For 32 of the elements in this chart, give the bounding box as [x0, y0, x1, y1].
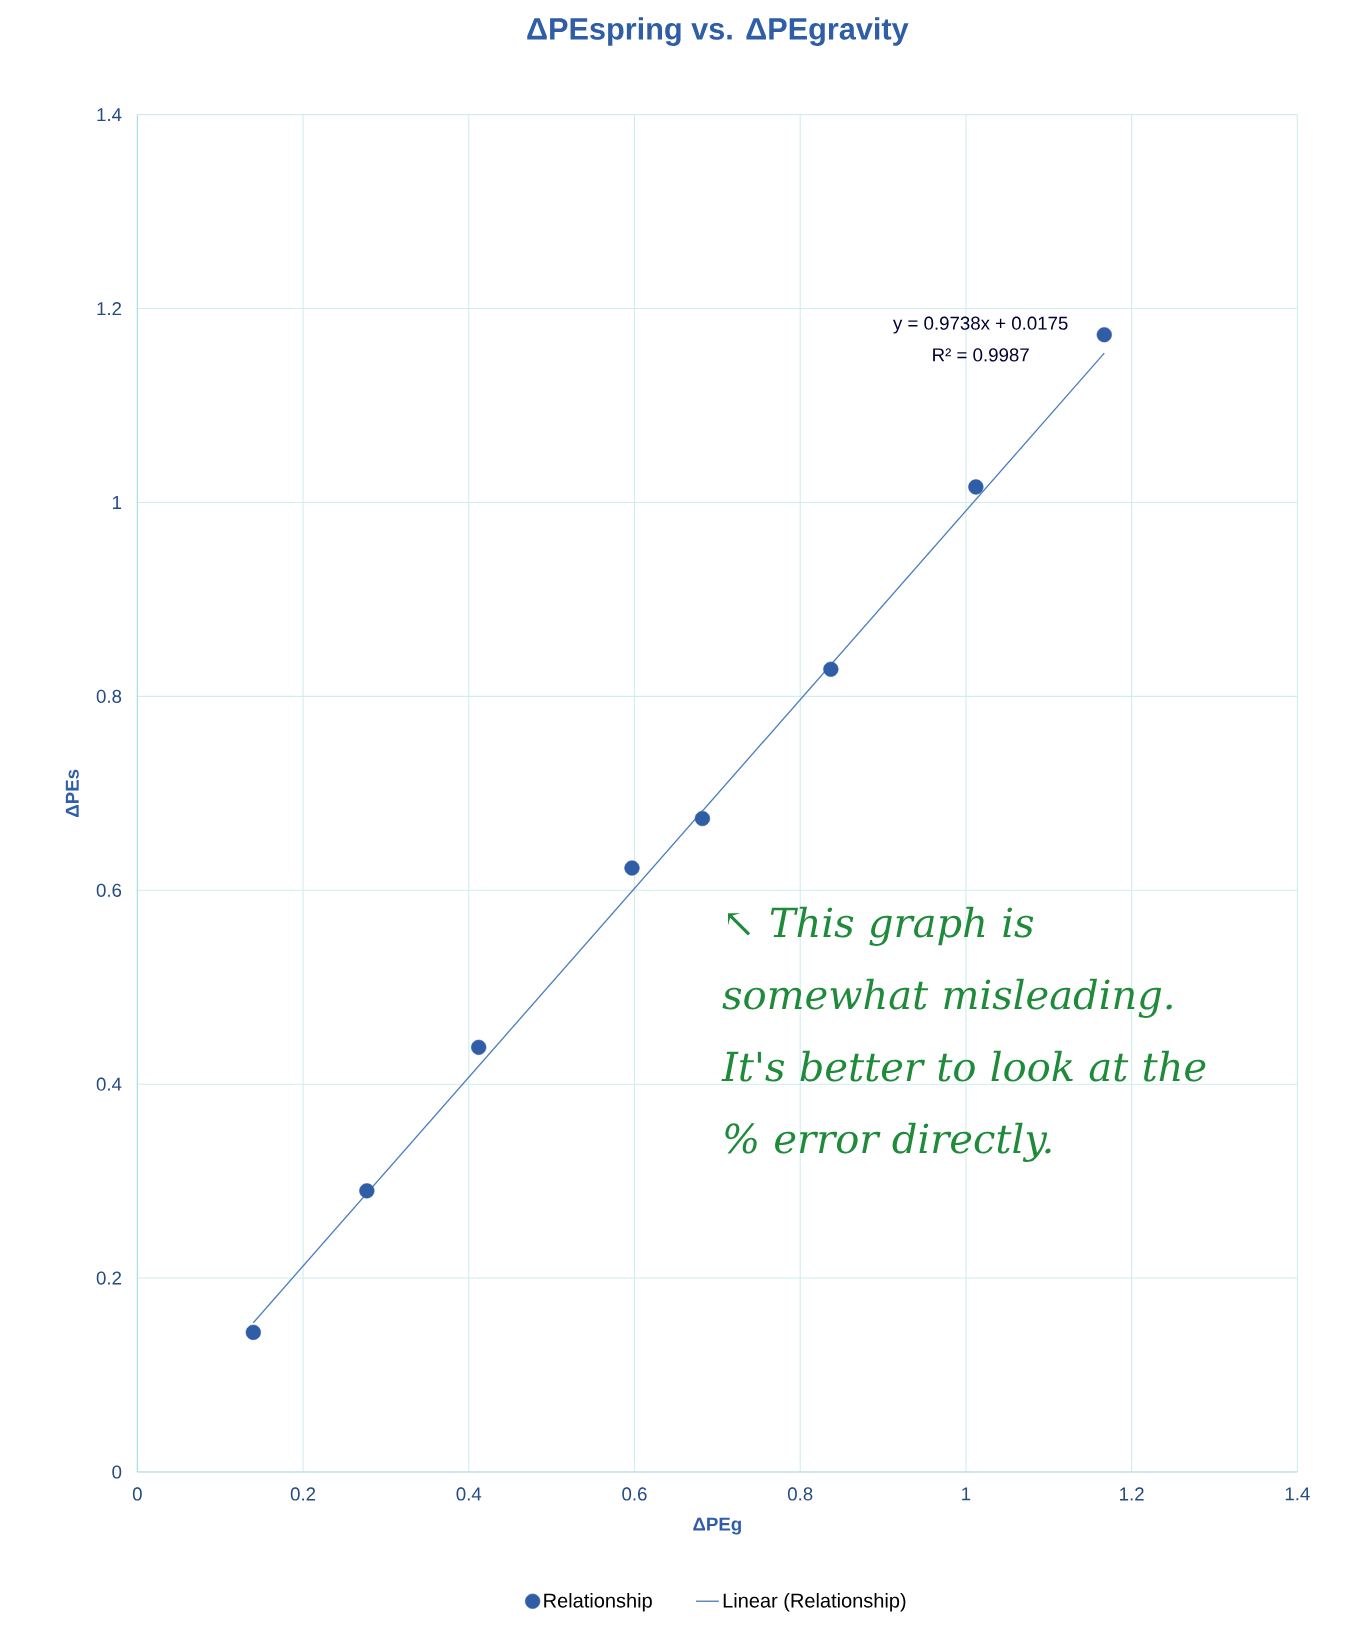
x-tick-label: 0	[132, 1487, 142, 1501]
y-tick-label: 0.6	[96, 883, 122, 897]
y-tick-label: 1.2	[97, 302, 122, 316]
point	[823, 661, 839, 677]
y-tick-label: 1.4	[97, 108, 122, 122]
point	[624, 860, 640, 876]
y-tick-label: 1	[113, 496, 122, 509]
point	[694, 810, 711, 827]
x-tick-label: 1.4	[1285, 1487, 1310, 1501]
y-tick-label: 0.4	[96, 1077, 122, 1091]
point	[968, 479, 984, 495]
point	[359, 1183, 375, 1199]
point	[1096, 327, 1112, 343]
chart-title: ΔPEspring vs. ΔPEgravity	[527, 17, 909, 46]
y-tick-label: 0.2	[96, 1271, 122, 1285]
annotation: ↖ This graph is somewhat misleading. It's better to look at the % error directly.	[721, 906, 1206, 1162]
y-tick-label: 0.8	[96, 689, 122, 703]
annotation: R² = 0.9987	[933, 348, 1029, 362]
x-tick-label: 1.2	[1120, 1487, 1144, 1501]
legend-label: Relationship	[544, 1592, 652, 1612]
x-tick-label: 1	[962, 1487, 971, 1501]
legend-label: Linear (Relationship)	[723, 1592, 906, 1612]
x-tick-label: 0.8	[787, 1487, 813, 1501]
annotation: y = 0.9738x + 0.0175	[893, 316, 1068, 334]
point	[471, 1039, 487, 1055]
point	[245, 1324, 261, 1340]
x-tick-label: 0.4	[456, 1487, 482, 1501]
x-tick-label: 0.6	[622, 1487, 647, 1501]
x-tick-label: 0.2	[290, 1487, 316, 1501]
y-axis-title: ΔPEs	[65, 769, 79, 817]
x-axis-title: ΔPEg	[693, 1517, 741, 1535]
y-tick-label: 0	[112, 1465, 122, 1479]
